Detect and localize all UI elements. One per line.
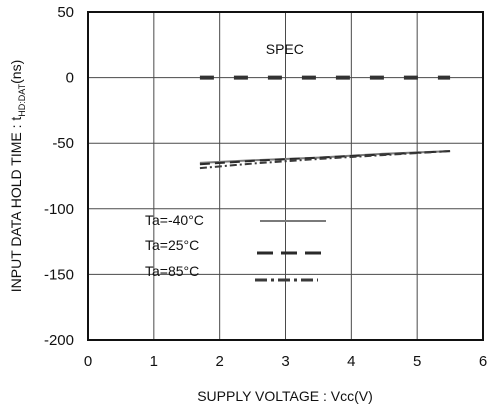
legend-entry: Ta=25°C — [145, 237, 326, 255]
x-tick-label: 4 — [347, 353, 355, 370]
legend-label: Ta=85°C — [145, 263, 199, 279]
y-tick-label: -50 — [52, 135, 74, 152]
x-tick-label: 3 — [281, 353, 289, 370]
y-tick-label: 0 — [66, 70, 74, 87]
legend-label: Ta=25°C — [145, 237, 199, 253]
grid — [88, 12, 483, 340]
series-lines — [199, 150, 451, 170]
x-tick-label: 2 — [215, 353, 223, 370]
series-line — [199, 150, 451, 166]
legend-entry: Ta=-40°C — [145, 212, 326, 228]
y-tick-label: -100 — [44, 201, 74, 218]
y-tick-labels: 50 0 -50 -100 -150 -200 — [44, 4, 74, 349]
y-tick-label: 50 — [57, 4, 74, 21]
x-tick-label: 1 — [150, 353, 158, 370]
plot-frame — [87, 11, 484, 341]
y-axis-title-main: INPUT DATA HOLD TIME : t — [8, 117, 24, 293]
x-tick-label: 6 — [479, 353, 487, 370]
legend: Ta=-40°C Ta=25°C Ta=85°C — [145, 212, 326, 282]
svg-text:INPUT DATA HOLD TIME : tHD:DAT: INPUT DATA HOLD TIME : tHD:DAT(ns) — [8, 60, 27, 293]
y-axis-title: INPUT DATA HOLD TIME : tHD:DAT(ns) — [8, 60, 27, 293]
legend-label: Ta=-40°C — [145, 212, 204, 228]
x-tick-labels: 0 1 2 3 4 5 6 — [84, 353, 487, 370]
x-tick-label: 0 — [84, 353, 92, 370]
spec-annotation: SPEC — [266, 41, 304, 57]
y-axis-title-subscript: HD:DAT — [17, 83, 27, 116]
y-tick-label: -200 — [44, 332, 74, 349]
series-line — [199, 150, 451, 170]
x-tick-label: 5 — [413, 353, 421, 370]
legend-entry: Ta=85°C — [145, 263, 318, 282]
x-axis-title: SUPPLY VOLTAGE : Vcc(V) — [197, 388, 373, 404]
y-tick-label: -150 — [44, 266, 74, 283]
y-axis-title-unit: (ns) — [8, 60, 24, 84]
